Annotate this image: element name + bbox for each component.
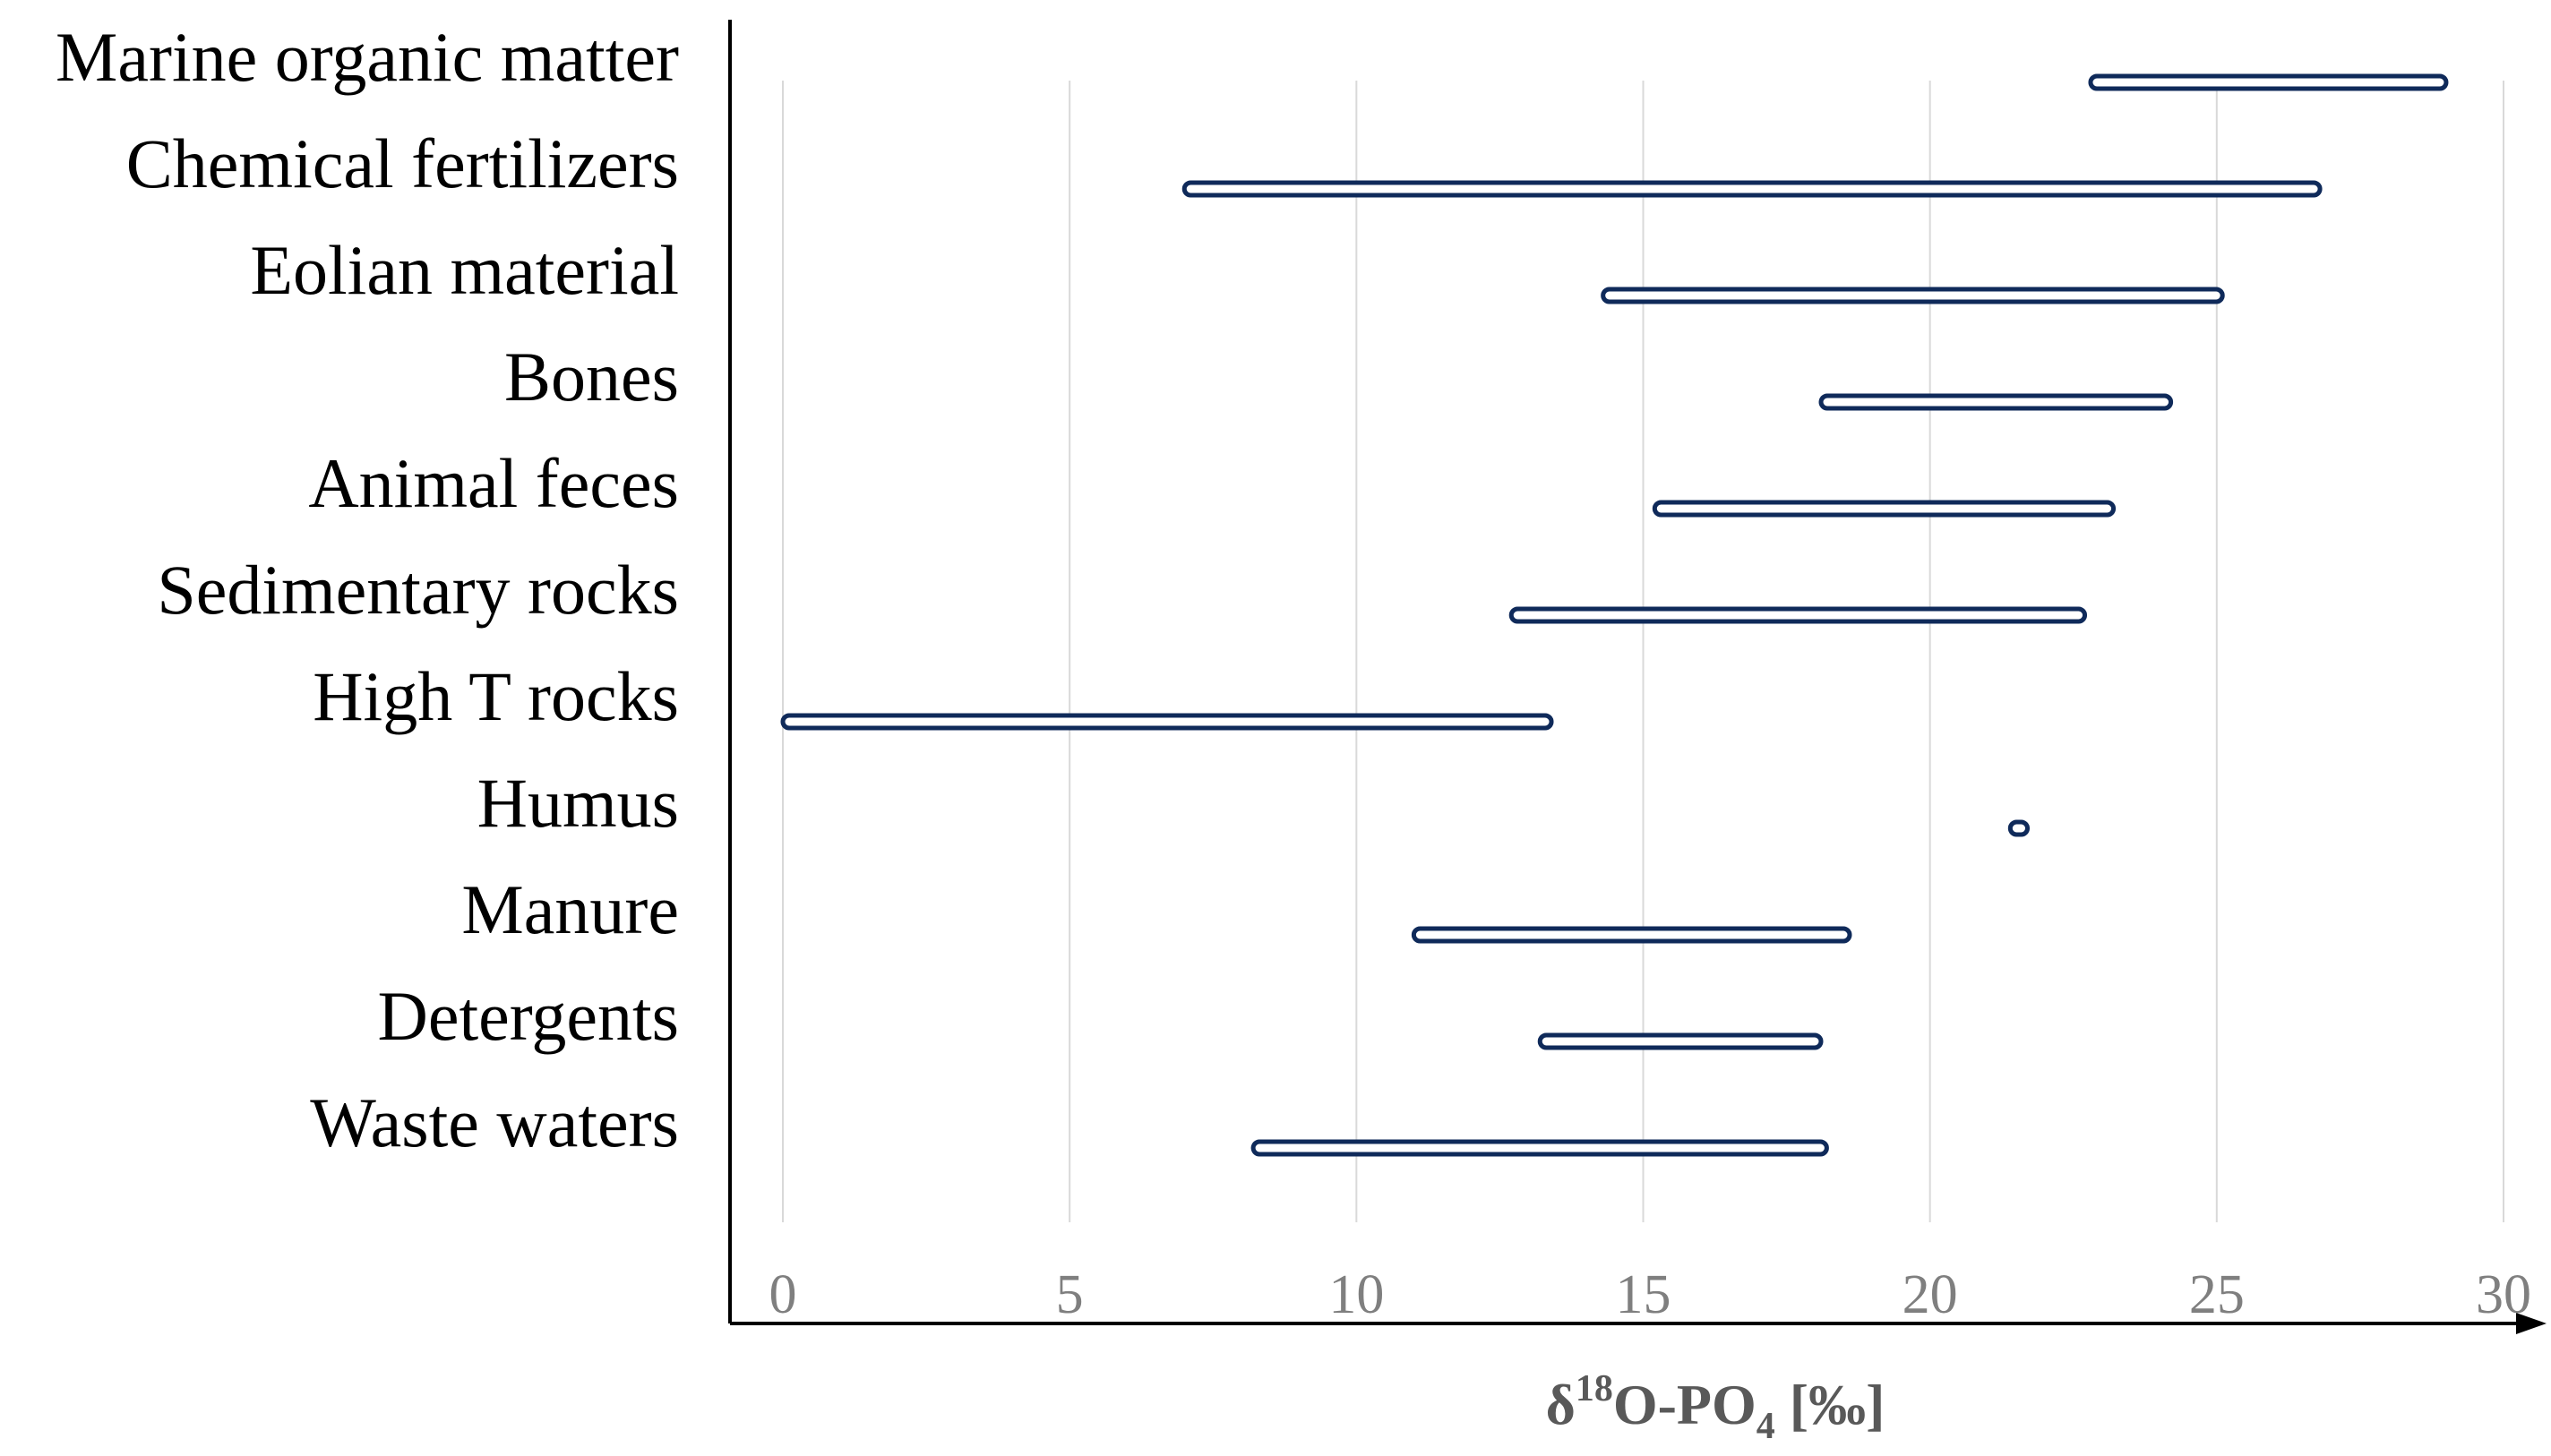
category-label-animal-feces: Animal feces xyxy=(308,444,679,522)
category-label-manure: Manure xyxy=(461,870,679,948)
x-tick-label-5: 5 xyxy=(1056,1264,1084,1325)
category-label-high-t-rocks: High T rocks xyxy=(313,657,679,735)
range-bar-humus xyxy=(2007,819,2031,837)
range-bar-marine-organic-matter xyxy=(2088,73,2449,91)
gridlines xyxy=(782,81,2504,1222)
range-bar-high-t-rocks xyxy=(780,713,1554,731)
category-label-detergents: Detergents xyxy=(378,977,679,1055)
category-label-eolian-material: Eolian material xyxy=(250,231,679,309)
x-tick-label-10: 10 xyxy=(1328,1264,1384,1325)
category-label-bones: Bones xyxy=(504,338,679,415)
category-label-marine-organic-matter: Marine organic matter xyxy=(56,18,679,96)
category-label-humus: Humus xyxy=(477,764,679,842)
range-bars xyxy=(780,73,2449,1157)
axes xyxy=(728,20,2547,1334)
range-bar-sedimentary-rocks xyxy=(1508,606,2088,624)
x-tick-label-0: 0 xyxy=(769,1264,797,1325)
x-axis-arrowhead xyxy=(2516,1313,2547,1334)
range-bar-animal-feces xyxy=(1652,500,2117,518)
range-bar-waste-waters xyxy=(1250,1139,1829,1157)
x-axis-title: δ18O-PO4 [‰] xyxy=(1546,1368,1885,1447)
category-label-sedimentary-rocks: Sedimentary rocks xyxy=(157,551,679,629)
range-bar-bones xyxy=(1818,393,2174,411)
x-tick-label-15: 15 xyxy=(1616,1264,1671,1325)
x-tick-label-20: 20 xyxy=(1903,1264,1958,1325)
category-label-chemical-fertilizers: Chemical fertilizers xyxy=(126,124,679,202)
x-tick-label-30: 30 xyxy=(2476,1264,2531,1325)
x-tick-label-25: 25 xyxy=(2189,1264,2245,1325)
category-label-waste-waters: Waste waters xyxy=(310,1083,679,1161)
category-labels: Marine organic matter Chemical fertilizer… xyxy=(56,18,679,1161)
range-bar-detergents xyxy=(1537,1032,1824,1050)
range-bar-eolian-material xyxy=(1601,287,2225,304)
x-tick-labels: 0 5 10 15 20 25 30 xyxy=(769,1264,2532,1325)
range-bar-chemical-fertilizers xyxy=(1181,180,2323,198)
range-bar-manure xyxy=(1411,926,1852,944)
